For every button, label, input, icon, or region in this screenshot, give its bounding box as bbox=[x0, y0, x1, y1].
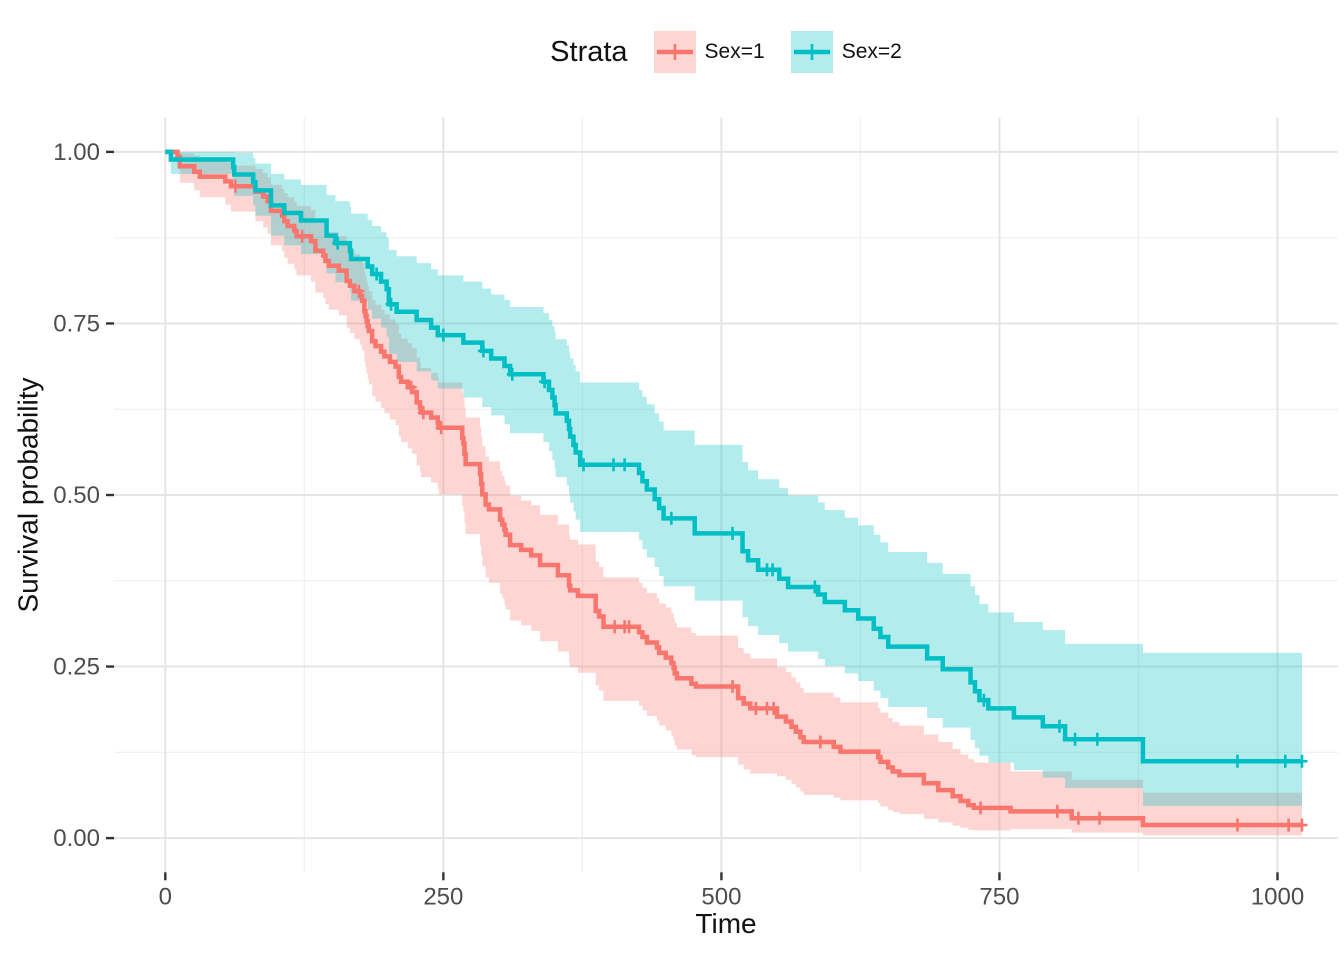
x-tick-label-500: 500 bbox=[701, 883, 741, 910]
x-axis-title: Time bbox=[695, 908, 757, 939]
y-tick-labels: 0.00 0.25 0.50 0.75 1.00 bbox=[53, 139, 100, 852]
legend-key-swatch bbox=[653, 31, 696, 73]
y-tick-label-1.00: 1.00 bbox=[53, 139, 100, 166]
km-line-sex2 bbox=[165, 149, 1302, 764]
x-tick-label-1000: 1000 bbox=[1251, 883, 1304, 910]
ci-band-sex2 bbox=[165, 151, 1302, 806]
ci-band-sex1 bbox=[165, 151, 1302, 836]
y-tick-label-0.50: 0.50 bbox=[53, 482, 100, 509]
legend-item-sex1: Sex=1 bbox=[653, 31, 765, 73]
y-tick-label-0.25: 0.25 bbox=[53, 654, 100, 681]
legend-key-swatch bbox=[790, 31, 833, 73]
y-axis-title: Survival probability bbox=[12, 377, 43, 613]
legend-label-sex1: Sex=1 bbox=[704, 40, 765, 63]
legend-title: Strata bbox=[550, 35, 628, 68]
legend: Strata Sex=1 Sex=2 bbox=[114, 29, 1338, 75]
grid-major bbox=[114, 117, 1338, 873]
grid-minor bbox=[114, 117, 1338, 873]
x-tick-label-0: 0 bbox=[159, 883, 172, 910]
y-tick-label-0.00: 0.00 bbox=[53, 825, 100, 852]
x-tick-label-250: 250 bbox=[423, 883, 463, 910]
legend-key-sex1-icon bbox=[653, 31, 696, 73]
legend-label-sex2: Sex=2 bbox=[841, 40, 902, 63]
y-tick-label-0.75: 0.75 bbox=[53, 310, 100, 337]
x-tick-label-750: 750 bbox=[979, 883, 1019, 910]
x-tick-labels: 0 250 500 750 1000 bbox=[159, 883, 1305, 910]
km-line-sex1 bbox=[165, 149, 1302, 828]
legend-key-sex2-icon bbox=[790, 31, 833, 73]
censor-marks-sex1 bbox=[229, 179, 1308, 832]
axis-ticks bbox=[106, 150, 1279, 881]
censor-marks-sex2 bbox=[332, 236, 1308, 768]
legend-item-sex2: Sex=2 bbox=[790, 31, 902, 73]
